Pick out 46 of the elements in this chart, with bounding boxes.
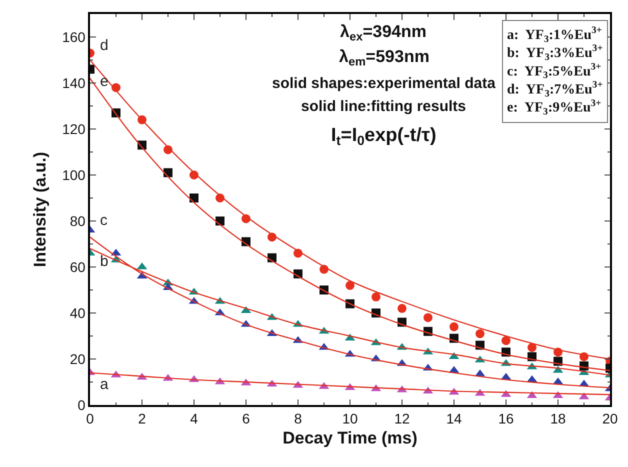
point xyxy=(346,280,354,290)
x-tick-label: 16 xyxy=(498,410,514,427)
annotation: e: YF$_{3}$:9%Eu$^{3+}$ xyxy=(507,98,602,118)
y-tick-label: 40 xyxy=(70,304,86,321)
x-tick-label: 14 xyxy=(446,410,462,427)
annotation: b: YF$_{3}$:3%Eu$^{3+}$ xyxy=(507,43,604,64)
point xyxy=(398,304,406,313)
x-tick-label: 10 xyxy=(342,410,358,427)
y-tick-label: 20 xyxy=(70,350,86,367)
annotation: λ$_{em}$=593nm xyxy=(339,47,430,69)
point xyxy=(476,329,484,338)
annotation: I$_{t}$=I$_{0}$exp(-t/τ) xyxy=(331,125,436,148)
series-label: b xyxy=(100,253,108,270)
series-label: e xyxy=(100,73,108,90)
point xyxy=(190,194,198,202)
annotation: λ$_{ex}$=394nm xyxy=(340,22,426,44)
point xyxy=(424,313,432,322)
x-tick-label: 20 xyxy=(602,410,618,427)
x-tick-label: 4 xyxy=(190,410,198,427)
point xyxy=(372,292,380,302)
x-tick-label: 8 xyxy=(294,410,302,427)
x-tick-label: 6 xyxy=(242,410,250,427)
y-tick-label: 60 xyxy=(70,258,86,275)
y-axis-title: Intensity (a.u.) xyxy=(30,152,50,268)
annotation: solid shapes:experimental data xyxy=(272,75,496,92)
annotation: a: YF$_{3}$:1%Eu$^{3+}$ xyxy=(507,25,602,45)
y-tick-label: 80 xyxy=(70,212,86,229)
annotation: c: YF$_{3}$:5%Eu$^{3+}$ xyxy=(507,61,602,82)
x-tick-label: 12 xyxy=(394,410,410,427)
series-label: d xyxy=(100,37,108,54)
annotation: d: YF$_{3}$:7%Eu$^{3+}$ xyxy=(507,80,604,100)
y-tick-label: 140 xyxy=(62,74,86,91)
y-tick-label: 120 xyxy=(62,120,86,137)
point xyxy=(164,168,172,178)
y-tick-label: 160 xyxy=(62,28,86,45)
point xyxy=(528,343,536,352)
y-tick-label: 100 xyxy=(62,166,86,183)
x-tick-label: 18 xyxy=(550,410,566,427)
series-label: a xyxy=(100,376,109,393)
y-tick-label: 0 xyxy=(78,396,86,413)
point xyxy=(450,322,458,332)
series-label: c xyxy=(100,212,108,229)
annotation: solid line:fitting results xyxy=(301,98,466,115)
x-axis-title: Decay Time (ms) xyxy=(282,428,418,448)
x-tick-label: 2 xyxy=(138,410,146,427)
point xyxy=(502,336,510,346)
